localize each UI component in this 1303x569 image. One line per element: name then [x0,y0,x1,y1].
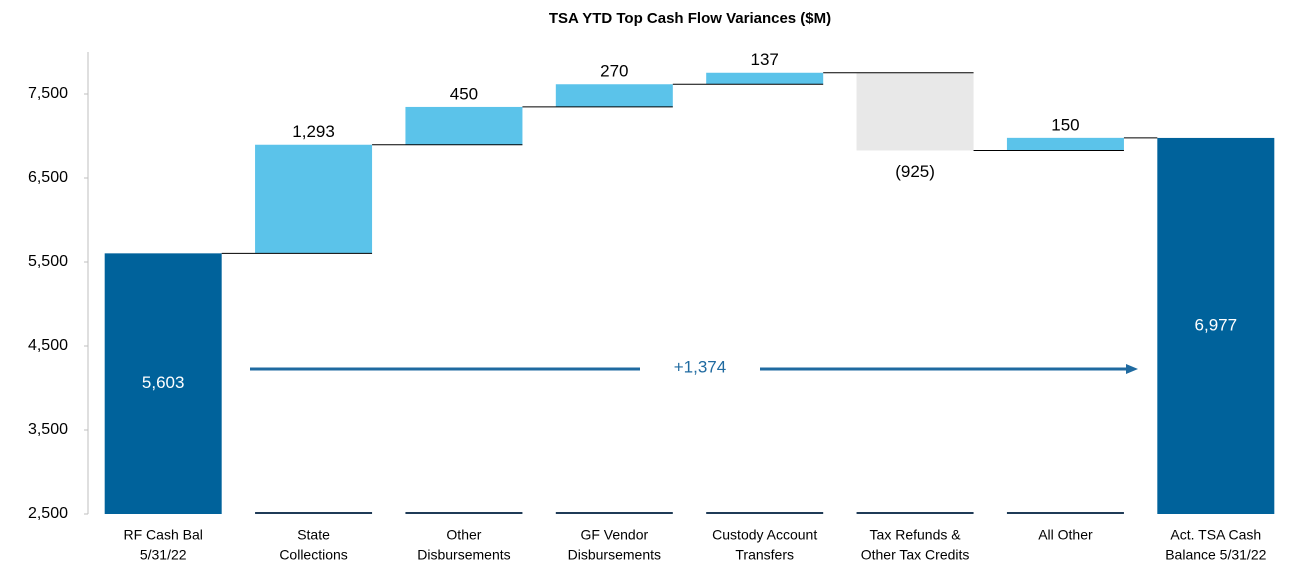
x-tick-label: Balance 5/31/22 [1165,547,1266,563]
chart-title: TSA YTD Top Cash Flow Variances ($M) [549,10,831,27]
arrow-head [1126,364,1138,374]
y-tick-label: 5,500 [28,253,68,270]
x-tick-label: Transfers [735,547,794,563]
x-tick-label: Collections [279,547,347,563]
y-tick-label: 7,500 [28,85,68,102]
bar [1157,137,1275,514]
x-tick-label: Other [446,527,481,543]
x-tick-label: State [297,527,330,543]
bar [405,106,523,145]
y-tick-label: 6,500 [28,169,68,186]
x-tick-label: Disbursements [568,547,661,563]
x-tick-label: Custody Account [712,527,817,543]
value-label: 150 [1051,115,1079,134]
x-tick-label: Disbursements [417,547,510,563]
value-label: 5,603 [142,373,185,392]
value-label: 6,977 [1195,315,1238,334]
bar [706,72,824,85]
value-label: 270 [600,62,628,81]
bar [1006,137,1124,151]
bar [856,72,974,151]
annotation: +1,374 [674,357,726,376]
x-tick-label: All Other [1038,527,1093,543]
value-label: (925) [895,162,935,181]
x-tick-label: RF Cash Bal [124,527,203,543]
x-tick-label: Other Tax Credits [861,547,970,563]
bar [104,253,222,514]
y-tick-label: 2,500 [28,505,68,522]
x-tick-label: Tax Refunds & [870,527,962,543]
x-tick-label: 5/31/22 [140,547,187,563]
value-label: 450 [450,84,478,103]
bar [255,144,373,254]
y-tick-label: 4,500 [28,337,68,354]
x-tick-label: GF Vendor [580,527,648,543]
bar [555,84,673,107]
x-tick-label: Act. TSA Cash [1170,527,1261,543]
value-label: 1,293 [292,122,335,141]
value-label: 137 [751,50,779,69]
y-tick-label: 3,500 [28,421,68,438]
